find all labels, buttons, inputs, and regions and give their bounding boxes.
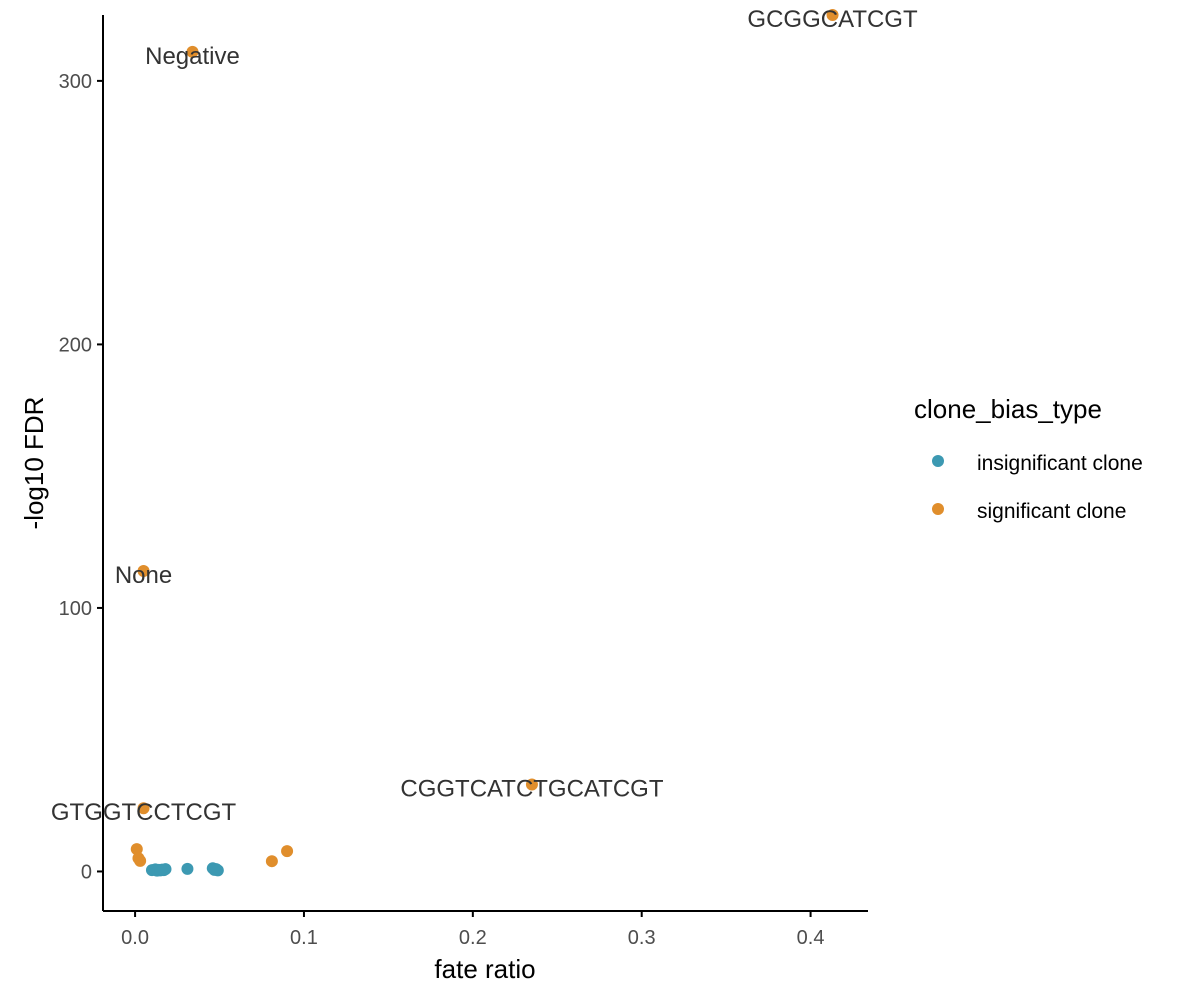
point-significant-clone xyxy=(137,565,150,578)
point-significant-clone xyxy=(525,778,538,791)
y-axis-ticks: 0 100 200 300 xyxy=(59,71,103,883)
annotation-negative: Negative xyxy=(145,43,240,70)
point-insignificant-clone xyxy=(211,864,224,877)
y-tick-label: 0 xyxy=(81,861,92,883)
point-significant-clone xyxy=(826,9,839,21)
y-axis-title: -log10 FDR xyxy=(19,397,49,530)
point-significant-clone xyxy=(134,854,147,867)
legend-marker-insignificant-clone xyxy=(932,455,944,467)
legend-label-insignificant-clone: insignificant clone xyxy=(977,452,1143,475)
x-tick-label: 0.4 xyxy=(797,927,825,949)
y-tick-label: 300 xyxy=(59,71,92,93)
legend-label-significant-clone: significant clone xyxy=(977,500,1126,523)
annotation-none: None xyxy=(115,562,172,589)
x-tick-label: 0.1 xyxy=(290,927,318,949)
data-points xyxy=(130,9,839,877)
point-insignificant-clone xyxy=(159,863,172,876)
point-insignificant-clone xyxy=(181,862,194,875)
y-tick-label: 100 xyxy=(59,598,92,620)
point-significant-clone xyxy=(281,845,294,858)
legend-marker-significant-clone xyxy=(932,503,944,515)
point-significant-clone xyxy=(265,855,278,868)
annotation-cggtcatctgcatcgt: CGGTCATCTGCATCGT xyxy=(400,776,663,803)
legend: clone_bias_type insignificant clone sign… xyxy=(914,394,1143,523)
annotation-gcggcatcgt: GCGGCATCGT xyxy=(747,6,918,33)
x-tick-label: 0.0 xyxy=(121,927,149,949)
legend-title: clone_bias_type xyxy=(914,394,1102,424)
point-significant-clone xyxy=(186,45,199,58)
x-axis-title: fate ratio xyxy=(434,954,535,984)
annotation-gtggtcctcgt: GTGGTCCTCGT xyxy=(51,799,237,826)
point-significant-clone xyxy=(137,802,150,815)
point-significant-clone xyxy=(130,843,143,856)
x-axis-ticks: 0.0 0.1 0.2 0.3 0.4 xyxy=(121,911,824,949)
y-tick-label: 200 xyxy=(59,334,92,356)
x-tick-label: 0.2 xyxy=(459,927,487,949)
x-tick-label: 0.3 xyxy=(628,927,656,949)
point-annotations: Negative GCGGCATCGT None CGGTCATCTGCATCGT GT… xyxy=(51,6,918,826)
